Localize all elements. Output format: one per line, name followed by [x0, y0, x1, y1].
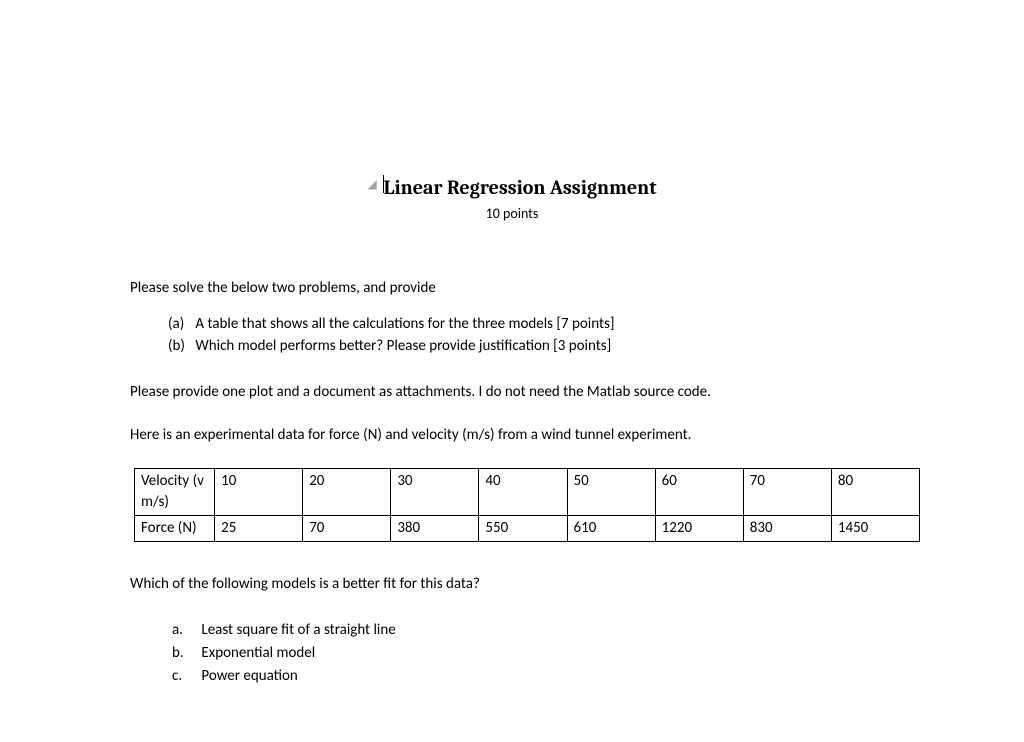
option-a: a. Least square fit of a straight line	[172, 619, 894, 642]
question-text: Which of the following models is a bette…	[130, 574, 894, 595]
option-text: Least square fit of a straight line	[201, 621, 395, 639]
points-subtitle: 10 points	[130, 204, 894, 224]
option-marker: b.	[172, 642, 198, 665]
requirement-a: (a) A table that shows all the calculati…	[168, 313, 894, 336]
table-cell: 70	[303, 515, 391, 541]
table-cell: 10	[215, 468, 303, 515]
data-table: Velocity (v m/s) 10 20 30 40 50 60 70 80…	[134, 468, 920, 542]
table-cell: 80	[831, 468, 919, 515]
table-row-label: Force (N)	[135, 515, 215, 541]
collapse-triangle-icon: ◢	[367, 177, 376, 194]
option-marker: c.	[172, 665, 198, 688]
requirement-marker: (b)	[168, 335, 192, 358]
data-table-wrap: Velocity (v m/s) 10 20 30 40 50 60 70 80…	[134, 468, 894, 542]
option-text: Power equation	[201, 667, 297, 685]
document-page: ◢ Linear Regression Assignment 10 points…	[0, 0, 1024, 688]
table-cell: 30	[391, 468, 479, 515]
table-cell: 1450	[831, 515, 919, 541]
table-cell: 20	[303, 468, 391, 515]
table-cell: 380	[391, 515, 479, 541]
intro-text: Please solve the below two problems, and…	[130, 278, 894, 299]
table-row-velocity: Velocity (v m/s) 10 20 30 40 50 60 70 80	[135, 468, 920, 515]
requirement-b: (b) Which model performs better? Please …	[168, 335, 894, 358]
table-cell: 610	[567, 515, 655, 541]
attachment-note: Please provide one plot and a document a…	[130, 382, 894, 403]
title-row: ◢ Linear Regression Assignment	[130, 174, 894, 202]
option-b: b. Exponential model	[172, 642, 894, 665]
data-intro: Here is an experimental data for force (…	[130, 425, 894, 446]
requirements-list: (a) A table that shows all the calculati…	[168, 313, 894, 358]
option-text: Exponential model	[201, 644, 315, 662]
table-cell: 60	[655, 468, 743, 515]
table-cell: 550	[479, 515, 567, 541]
table-cell: 50	[567, 468, 655, 515]
page-title: Linear Regression Assignment	[384, 174, 657, 202]
requirement-text: A table that shows all the calculations …	[195, 315, 614, 333]
table-cell: 830	[743, 515, 831, 541]
option-marker: a.	[172, 619, 198, 642]
requirement-marker: (a)	[168, 313, 192, 336]
table-row-label: Velocity (v m/s)	[135, 468, 215, 515]
table-cell: 1220	[655, 515, 743, 541]
table-row-force: Force (N) 25 70 380 550 610 1220 830 145…	[135, 515, 920, 541]
option-c: c. Power equation	[172, 665, 894, 688]
table-cell: 40	[479, 468, 567, 515]
table-cell: 70	[743, 468, 831, 515]
requirement-text: Which model performs better? Please prov…	[195, 337, 611, 355]
options-list: a. Least square fit of a straight line b…	[172, 619, 894, 689]
table-cell: 25	[215, 515, 303, 541]
